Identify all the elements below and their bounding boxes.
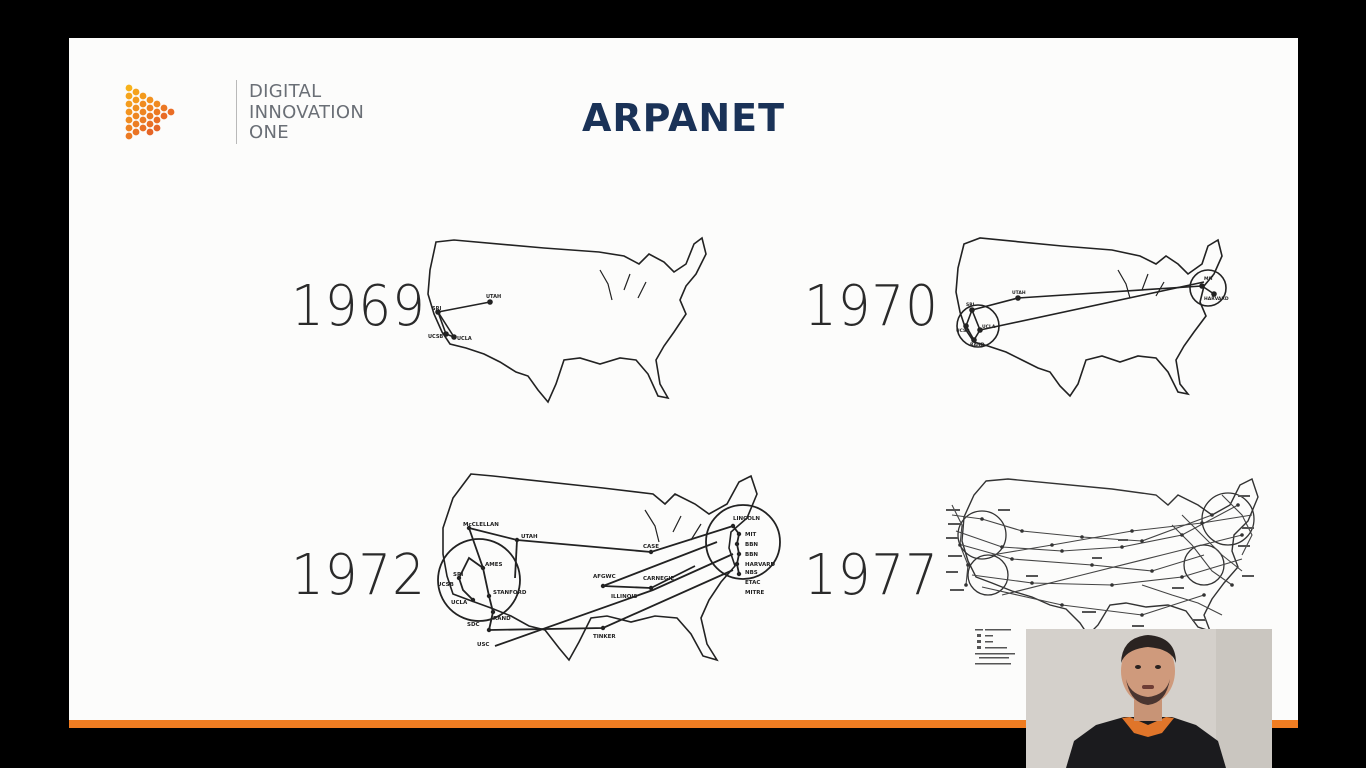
svg-text:HARVARD: HARVARD [745,562,775,568]
svg-text:UCSB: UCSB [428,334,443,340]
svg-text:BBN: BBN [745,542,758,548]
presenter-video-frame [1026,629,1272,768]
svg-text:McCLELLAN: McCLELLAN [463,522,499,528]
svg-text:SRI: SRI [966,302,975,308]
svg-text:UCSB: UCSB [956,328,970,334]
year-label-1977: 1977 [804,543,939,608]
svg-text:CASE: CASE [643,544,659,550]
svg-text:ETAC: ETAC [745,580,760,586]
svg-text:UCLA: UCLA [451,600,468,606]
svg-text:SDC: SDC [467,622,480,628]
svg-text:STANFORD: STANFORD [493,590,527,596]
logo-mark-icon [125,84,175,140]
logo-line-1: DIGITAL [249,81,322,102]
logo-line-3: ONE [249,122,289,143]
map-1969: SRI UTAH UCSB UCLA [424,234,714,409]
presenter-webcam-overlay[interactable] [1026,629,1272,768]
map-1970: SRI UTAH UCSB UCLA RAND MIT HARVARD [952,234,1242,414]
logo-divider [236,80,237,144]
svg-text:BBN: BBN [745,552,758,558]
svg-text:RAND: RAND [493,616,511,622]
map-1977 [942,475,1267,635]
svg-text:LINCOLN: LINCOLN [733,516,760,522]
slide-accent-bar [69,720,1298,728]
svg-text:MIT: MIT [1204,276,1214,282]
svg-text:HARVARD: HARVARD [1204,296,1229,302]
svg-text:AMES: AMES [485,562,502,568]
svg-text:RAND: RAND [970,342,985,348]
svg-text:UCLA: UCLA [982,324,996,330]
slide: DIGITAL INNOVATION ONE ARPANET 1969 SRI [69,38,1298,728]
svg-text:AFGWC: AFGWC [593,574,616,580]
svg-text:USC: USC [477,642,489,648]
svg-text:NBS: NBS [745,570,758,576]
digital-innovation-one-logo: DIGITAL INNOVATION ONE [123,80,364,150]
logo-wordmark: DIGITAL INNOVATION ONE [249,81,365,144]
svg-text:SRI: SRI [453,572,463,578]
svg-text:UCLA: UCLA [457,336,472,342]
svg-text:TINKER: TINKER [593,634,616,640]
svg-text:UTAH: UTAH [486,294,501,300]
year-label-1972: 1972 [291,543,426,608]
year-label-1970: 1970 [804,274,939,339]
slide-title: ARPANET [581,96,786,140]
svg-text:SRI: SRI [432,306,441,312]
svg-text:CARNEGIE: CARNEGIE [643,576,674,582]
map-legend [975,629,1015,665]
map-1972: McCLELLAN SRI AMES UCSB UCLA STANFORD RA… [433,470,785,665]
svg-text:MITRE: MITRE [745,590,765,596]
svg-text:UCSB: UCSB [437,582,454,588]
logo-line-2: INNOVATION [249,101,365,123]
svg-text:UTAH: UTAH [521,534,538,540]
svg-text:UTAH: UTAH [1012,290,1026,296]
year-label-1969: 1969 [291,274,426,339]
svg-text:MIT: MIT [745,532,757,538]
svg-text:ILLINOIS: ILLINOIS [611,594,637,600]
